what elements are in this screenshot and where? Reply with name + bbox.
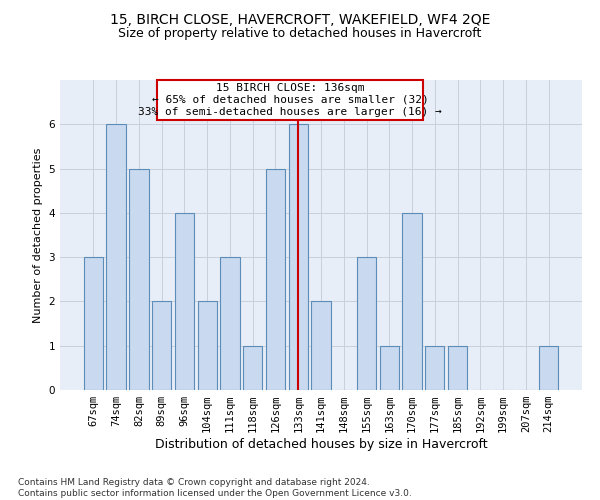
Bar [175,213,194,390]
Bar [289,124,308,390]
Bar [152,302,172,390]
Text: Size of property relative to detached houses in Havercroft: Size of property relative to detached ho… [118,28,482,40]
Bar [243,346,262,390]
Text: 15 BIRCH CLOSE: 136sqm
← 65% of detached houses are smaller (32)
33% of semi-det: 15 BIRCH CLOSE: 136sqm ← 65% of detached… [139,84,442,116]
Bar [84,257,103,390]
FancyBboxPatch shape [157,80,424,120]
Bar [425,346,445,390]
Bar [220,257,239,390]
Bar [266,168,285,390]
Bar [311,302,331,390]
Bar [539,346,558,390]
Text: Contains HM Land Registry data © Crown copyright and database right 2024.
Contai: Contains HM Land Registry data © Crown c… [18,478,412,498]
Bar [357,257,376,390]
Bar [197,302,217,390]
Y-axis label: Number of detached properties: Number of detached properties [33,148,43,322]
Bar [129,168,149,390]
Bar [448,346,467,390]
Bar [380,346,399,390]
Bar [403,213,422,390]
Text: 15, BIRCH CLOSE, HAVERCROFT, WAKEFIELD, WF4 2QE: 15, BIRCH CLOSE, HAVERCROFT, WAKEFIELD, … [110,12,490,26]
X-axis label: Distribution of detached houses by size in Havercroft: Distribution of detached houses by size … [155,438,487,451]
Bar [106,124,126,390]
